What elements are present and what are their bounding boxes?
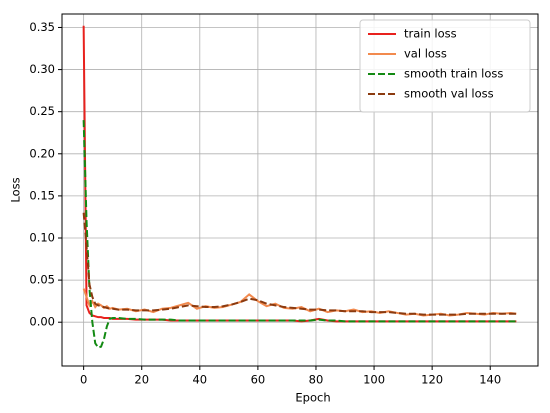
x-tick-label: 80 (309, 373, 324, 387)
y-tick-label: 0.30 (29, 62, 55, 76)
legend-box (359, 19, 531, 113)
x-tick-label: 60 (251, 373, 266, 387)
x-axis-label: Epoch (295, 391, 330, 405)
plot-frame (61, 13, 539, 367)
series-line (82, 212, 517, 316)
y-tick-label: 0.20 (29, 146, 55, 160)
series-line (82, 120, 517, 349)
x-tick-label: 120 (421, 373, 443, 387)
x-tick-label: 0 (80, 373, 87, 387)
legend-label: val loss (404, 47, 447, 61)
legend-label: train loss (404, 27, 457, 41)
y-axis-label: Loss (9, 177, 23, 202)
legend-label: smooth val loss (404, 87, 494, 101)
y-tick-label: 0.05 (29, 273, 55, 287)
x-tick-label: 40 (192, 373, 207, 387)
legend-label: smooth train loss (404, 67, 503, 81)
y-tick-label: 0.10 (29, 231, 55, 245)
y-tick-label: 0.35 (29, 20, 55, 34)
y-tick-label: 0.15 (29, 188, 55, 202)
y-tick-label: 0.25 (29, 104, 55, 118)
y-tick-label: 0.00 (29, 315, 55, 329)
x-tick-label: 20 (134, 373, 149, 387)
x-tick-label: 140 (479, 373, 501, 387)
x-tick-label: 100 (363, 373, 385, 387)
